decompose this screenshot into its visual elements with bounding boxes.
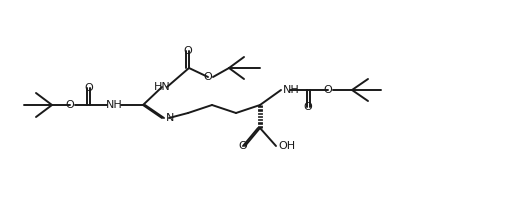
Text: NH: NH — [283, 85, 300, 95]
Text: OH: OH — [278, 141, 295, 151]
Text: O: O — [204, 72, 213, 82]
Text: O: O — [304, 102, 312, 112]
Text: N: N — [166, 113, 175, 123]
Text: O: O — [66, 100, 74, 110]
Text: NH: NH — [106, 100, 123, 110]
Text: HN: HN — [154, 82, 170, 92]
Text: O: O — [85, 83, 94, 93]
Text: O: O — [239, 141, 247, 151]
Text: O: O — [323, 85, 332, 95]
Text: O: O — [184, 46, 193, 56]
